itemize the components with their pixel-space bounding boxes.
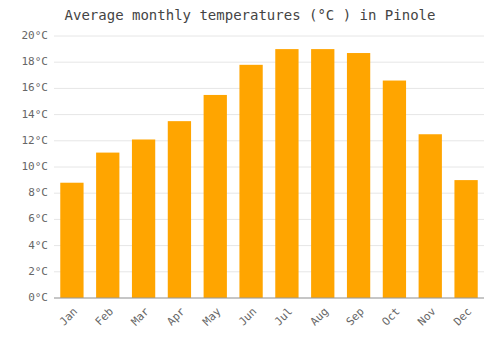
x-tick-label: Mar [129, 305, 153, 329]
y-tick-label: 20°C [22, 29, 49, 42]
bar [311, 49, 334, 298]
x-tick-label: May [200, 305, 224, 329]
bar [60, 183, 83, 298]
y-tick-label: 6°C [28, 212, 48, 225]
bar [275, 49, 298, 298]
x-tick-label: Jan [57, 305, 80, 328]
title: Average monthly temperatures (°C ) in Pi… [65, 7, 436, 23]
bar [96, 153, 119, 298]
y-tick-label: 18°C [22, 55, 49, 68]
y-tick-label: 0°C [28, 291, 48, 304]
grid [54, 36, 484, 298]
x-tick-label: Sep [344, 305, 367, 328]
bar [239, 65, 262, 298]
x-tick-label: Aug [308, 305, 331, 328]
grid-line [54, 36, 484, 37]
bar [383, 81, 406, 298]
x-tick-label: Oct [379, 305, 402, 328]
x-tick-label: Dec [451, 305, 474, 328]
grid-line [54, 298, 484, 299]
x-axis-line [54, 298, 484, 299]
y-tick-label: 8°C [28, 186, 48, 199]
grid-line [54, 114, 484, 115]
x-tick-label: Jul [272, 305, 295, 328]
bar [419, 134, 442, 298]
bar [347, 53, 370, 298]
y-tick-label: 12°C [22, 134, 49, 147]
grid-line [54, 88, 484, 89]
y-tick-label: 2°C [28, 265, 48, 278]
y-tick-label: 16°C [22, 81, 49, 94]
y-tick-label: 14°C [22, 108, 49, 121]
x-tick-label: Feb [93, 305, 116, 328]
x-tick-label: Nov [415, 305, 439, 329]
bar [204, 95, 227, 298]
x-tick-label: Jun [236, 305, 259, 328]
chart: 0°C 2°C 4°C 6°C 8°C 10°C 12°C 14°C 16°C 18°C 20°C J… [0, 0, 500, 350]
bar [132, 139, 155, 298]
bar [168, 121, 191, 298]
y-axis: 0°C 2°C 4°C 6°C 8°C 10°C 12°C 14°C 16°C 18°C 20°C [22, 29, 49, 304]
x-tick-label: Apr [164, 305, 188, 329]
y-tick-label: 4°C [28, 239, 48, 252]
x-axis: Jan Feb Mar Apr May Jun Jul Aug Sep Oct Nov Dec [57, 305, 474, 329]
grid-line [54, 62, 484, 63]
y-tick-label: 10°C [22, 160, 49, 173]
bars [60, 49, 477, 298]
bar [454, 180, 477, 298]
